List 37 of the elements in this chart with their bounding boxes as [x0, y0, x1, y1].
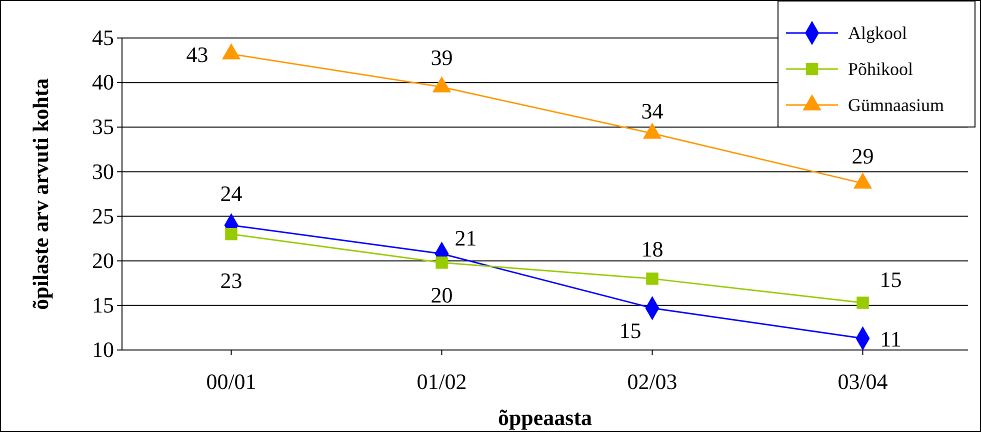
point	[225, 228, 238, 240]
y-axis-title: õpilaste arv arvuti kohta	[28, 78, 53, 310]
data-label: 21	[454, 226, 477, 251]
data-label: 29	[852, 143, 874, 168]
data-label: 15	[880, 266, 902, 292]
data-label: 20	[430, 282, 453, 308]
point	[436, 256, 448, 269]
y-tick-label: 25	[92, 203, 114, 228]
y-tick-label: 20	[92, 248, 114, 273]
x-tick-label: 01/02	[416, 368, 467, 394]
x-axis-title: õppeaasta	[498, 405, 592, 430]
y-tick-label: 40	[92, 70, 114, 95]
y-tick-label: 15	[92, 292, 114, 318]
point	[856, 296, 869, 309]
point	[432, 76, 452, 92]
point	[642, 122, 662, 139]
legend-label: Põhikool	[848, 59, 914, 79]
data-label: 15	[619, 318, 642, 344]
legend-label: Gümnaasium	[848, 95, 944, 115]
x-tick-label: 03/04	[838, 368, 888, 394]
point	[646, 272, 658, 285]
data-label: 24	[220, 181, 242, 206]
legend-label: Algkool	[848, 23, 908, 43]
point	[222, 43, 241, 60]
data-label: 11	[880, 326, 902, 352]
x-tick-label: 00/01	[206, 368, 256, 394]
data-label: 43	[186, 42, 208, 68]
data-label: 34	[641, 98, 664, 124]
data-label: 18	[641, 236, 664, 262]
data-label: 23	[220, 268, 242, 294]
y-tick-label: 10	[92, 337, 114, 362]
point	[853, 172, 872, 189]
data-label: 39	[430, 45, 453, 70]
x-tick-label: 02/03	[627, 368, 678, 394]
y-tick-label: 45	[92, 25, 114, 50]
y-tick-label: 35	[92, 114, 114, 140]
y-tick-label: 30	[92, 158, 114, 184]
